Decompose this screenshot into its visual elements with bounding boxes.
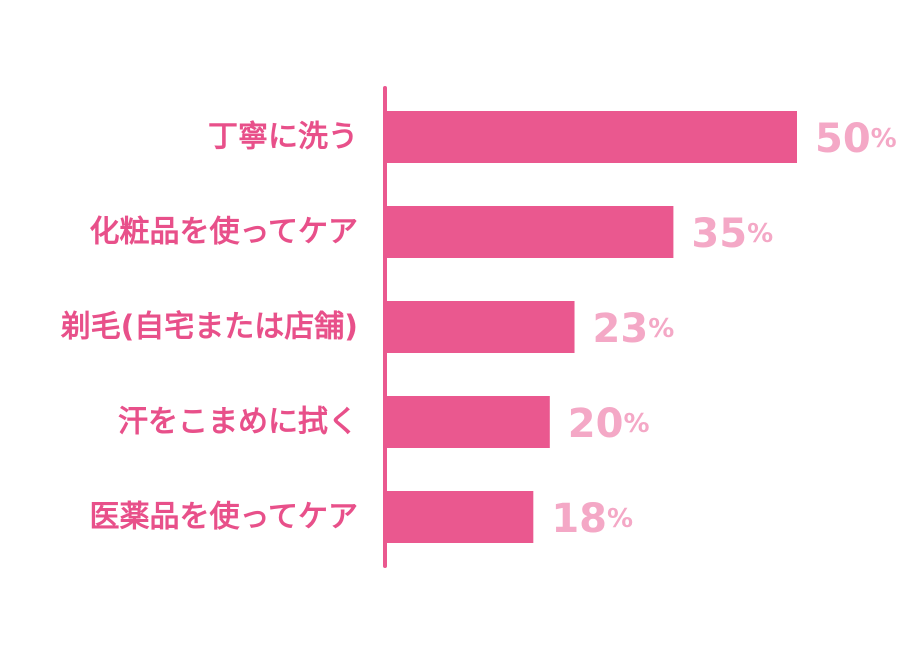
value-label: 18% <box>551 496 633 542</box>
category-label: 剃毛(自宅または店舗) <box>61 310 358 345</box>
value-label: 23% <box>593 306 675 352</box>
category-label: 汗をこまめに拭く <box>118 405 358 440</box>
bar <box>385 206 674 258</box>
category-label: 丁寧に洗う <box>208 120 358 155</box>
category-label: 医薬品を使ってケア <box>90 500 359 535</box>
value-label: 20% <box>568 401 650 447</box>
bar <box>385 111 797 163</box>
bar <box>385 396 550 448</box>
category-label: 化粧品を使ってケア <box>90 215 359 250</box>
bar <box>385 301 575 353</box>
bar <box>385 491 534 543</box>
value-label: 35% <box>691 211 773 257</box>
value-label: 50% <box>815 116 897 162</box>
